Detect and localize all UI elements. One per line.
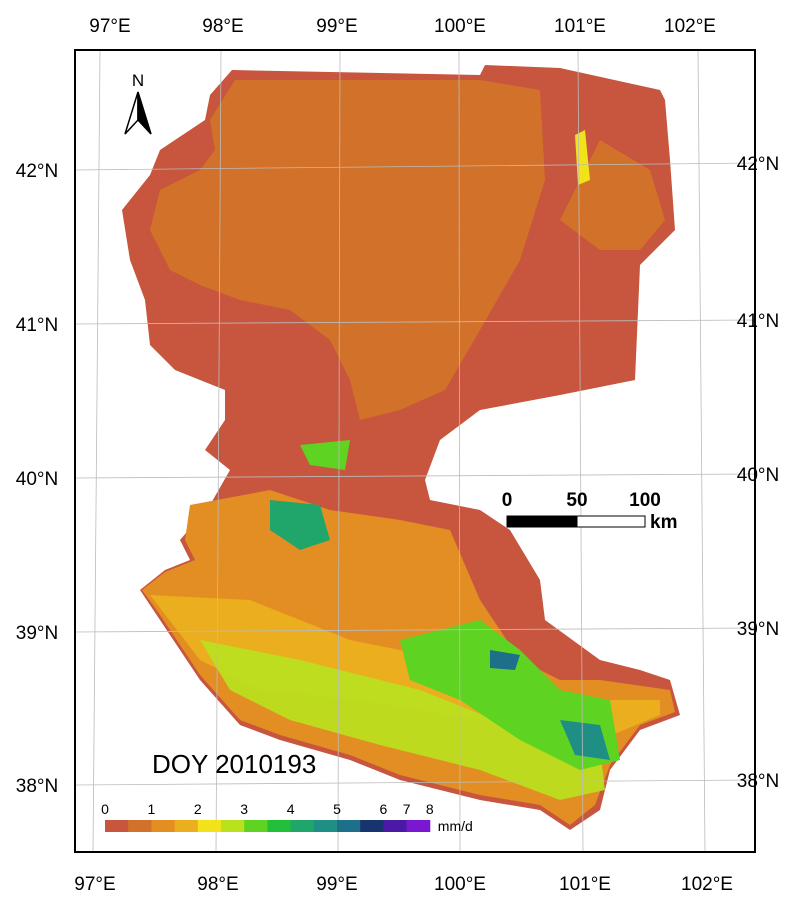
north-arrow: N: [124, 71, 152, 135]
scale-tick: 50: [566, 490, 587, 511]
legend-swatch: [174, 820, 199, 832]
coordinate-labels: 97°E 98°E 99°E 100°E 101°E 102°E 97°E 98°E 99°E 1…: [16, 16, 779, 895]
lat-label: 40°N: [16, 469, 58, 490]
meridian: [337, 49, 341, 853]
lat-label: 39°N: [737, 619, 779, 640]
lon-label: 99°E: [316, 874, 357, 895]
region-band-green2: [400, 620, 620, 770]
legend: 0 1 2 3 4 5 6 7 8mm/d: [101, 801, 473, 834]
lon-label: 101°E: [559, 874, 611, 895]
lon-label: 102°E: [681, 874, 733, 895]
lon-label: 100°E: [434, 874, 486, 895]
legend-swatch: [360, 820, 384, 832]
map-frame: [74, 49, 756, 853]
legend-swatch: [128, 820, 152, 832]
parallel: [74, 319, 756, 325]
lat-label: 38°N: [737, 771, 779, 792]
lon-label: 97°E: [74, 874, 115, 895]
region-green-patch: [300, 440, 350, 470]
region-teal-2: [270, 500, 330, 550]
north-arrow-right: [137, 91, 152, 135]
lon-label: 102°E: [664, 16, 716, 37]
date-label: DOY 2010193: [152, 749, 316, 779]
legend-tick: 8: [426, 801, 434, 817]
lat-label: 41°N: [16, 315, 58, 336]
region-orange-north: [150, 80, 545, 420]
meridian: [458, 49, 461, 853]
legend-tick: 5: [333, 801, 341, 817]
legend-swatch: [267, 820, 292, 832]
scale-segment: [506, 515, 578, 528]
scale-bar: 0 50 100 km: [502, 490, 678, 533]
lat-label: 41°N: [737, 311, 779, 332]
graticule: [74, 49, 756, 853]
legend-swatch: [221, 820, 245, 832]
parallel: [74, 162, 756, 171]
scale-tick: 100: [629, 490, 661, 511]
scale-unit: km: [650, 512, 677, 533]
lon-label: 98°E: [202, 16, 243, 37]
parallel: [74, 473, 756, 479]
lon-label: 101°E: [554, 16, 606, 37]
meridian: [697, 49, 706, 853]
lat-label: 38°N: [16, 776, 58, 797]
lat-label: 39°N: [16, 623, 58, 644]
legend-swatch: [105, 820, 129, 832]
legend-swatch: [197, 820, 222, 832]
lon-label: 99°E: [316, 16, 357, 37]
lon-label: 100°E: [434, 16, 486, 37]
parallel: [74, 627, 756, 633]
scale-segment: [576, 515, 646, 528]
region-teal-1: [560, 720, 610, 760]
legend-tick: 3: [240, 801, 248, 817]
meridian: [92, 49, 101, 853]
legend-tick: 1: [148, 801, 156, 817]
meridian: [215, 49, 222, 853]
legend-swatch: [290, 820, 315, 832]
legend-swatch: [383, 820, 408, 832]
lon-label: 98°E: [197, 874, 238, 895]
region-teal-3: [490, 650, 520, 670]
legend-tick: 6: [380, 801, 388, 817]
region: [122, 65, 680, 830]
legend-swatch: [244, 820, 268, 832]
legend-unit: mm/d: [438, 818, 473, 834]
lat-label: 42°N: [737, 154, 779, 175]
scale-tick: 0: [502, 490, 513, 511]
legend-tick: 2: [194, 801, 202, 817]
parallel: [74, 779, 756, 786]
legend-swatch: [337, 820, 361, 832]
lat-label: 40°N: [737, 465, 779, 486]
legend-tick: 4: [287, 801, 295, 817]
legend-tick: 0: [101, 801, 109, 817]
lon-label: 97°E: [89, 16, 130, 37]
meridian: [577, 49, 584, 853]
legend-swatch: [313, 820, 338, 832]
legend-swatch: [151, 820, 176, 832]
legend-tick: 7: [403, 801, 411, 817]
north-label: N: [132, 71, 144, 90]
lat-label: 42°N: [16, 161, 58, 182]
region-band-green: [200, 640, 605, 800]
legend-swatch: [406, 820, 431, 832]
